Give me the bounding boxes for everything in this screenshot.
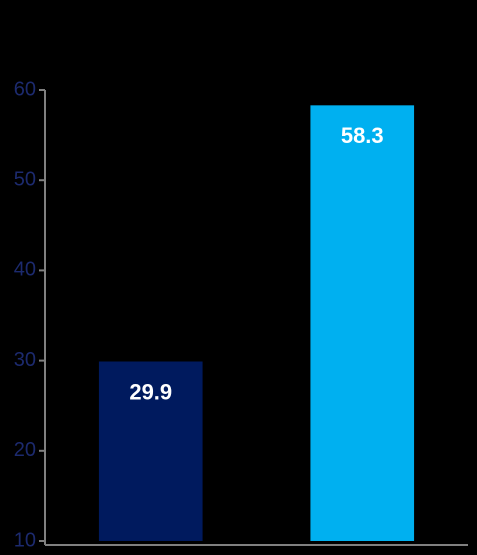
y-tick-label: 60	[14, 78, 36, 100]
value-label: 29.9	[129, 379, 172, 404]
y-tick-label: 40	[14, 259, 36, 281]
y-tick-label: 30	[14, 349, 36, 371]
value-label: 58.3	[341, 123, 384, 148]
y-tick-label: 20	[14, 439, 36, 461]
y-tick-label: 50	[14, 168, 36, 190]
y-tick-label: 10	[14, 529, 36, 551]
bar	[310, 105, 415, 542]
bar	[98, 361, 203, 541]
